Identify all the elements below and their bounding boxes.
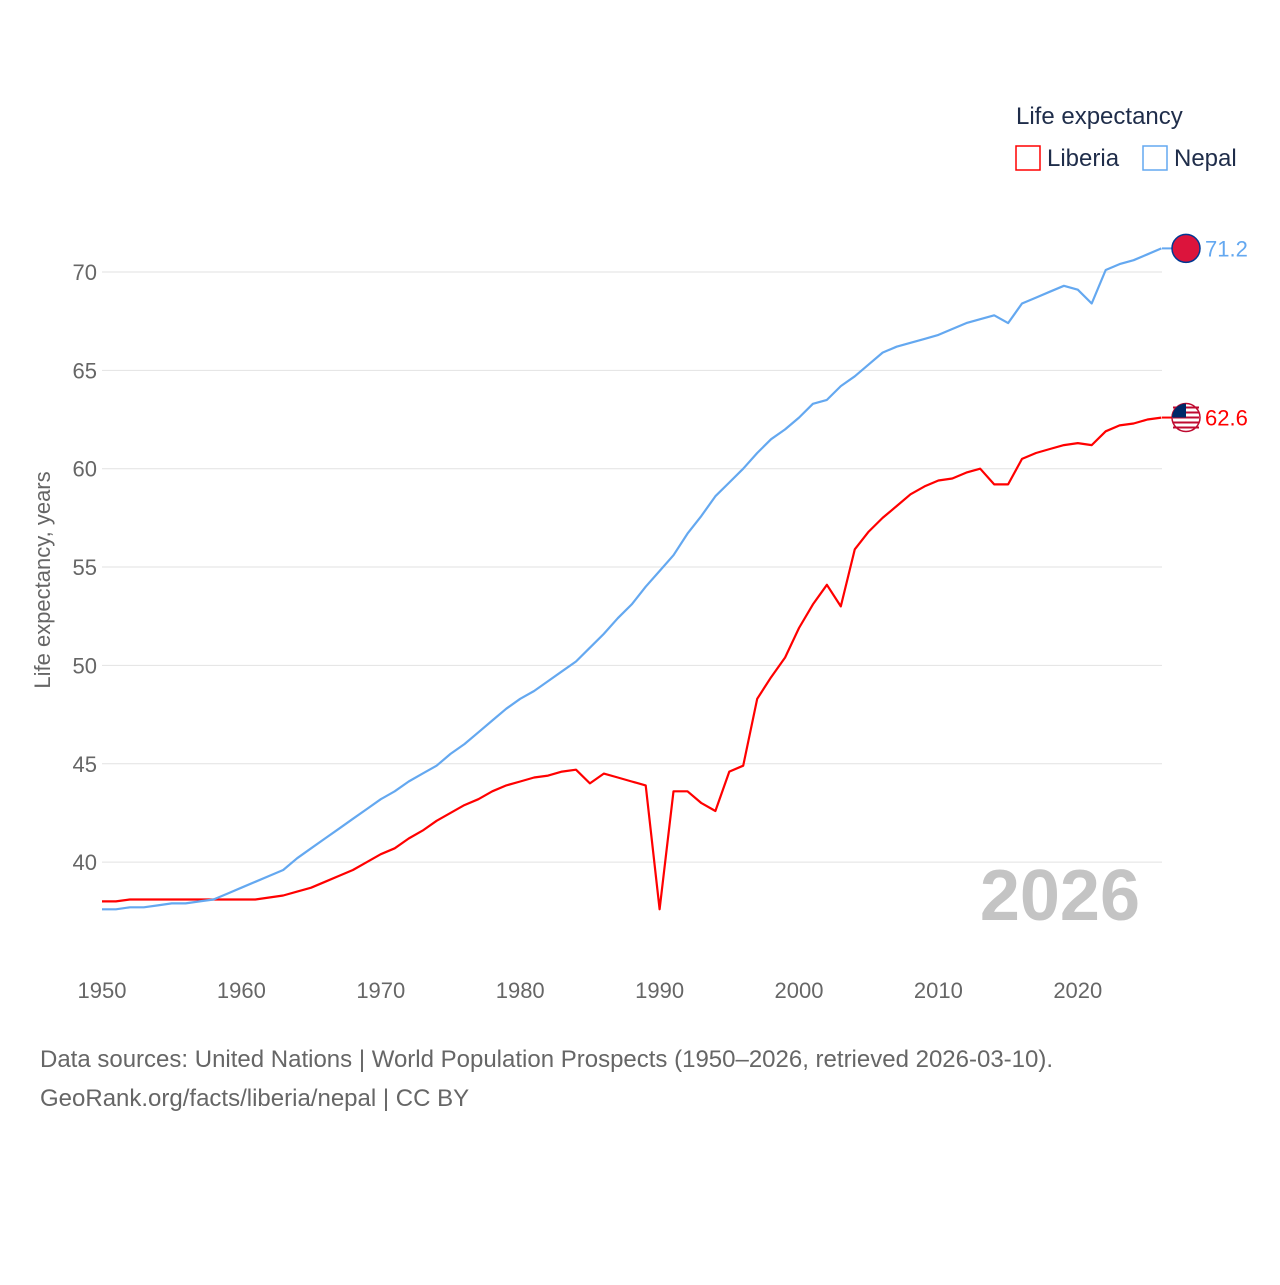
series-lines: [102, 247, 1162, 911]
data-sources: Data sources: United Nations | World Pop…: [40, 1046, 1054, 1073]
gridlines: [102, 271, 1162, 863]
x-tick-label: 1990: [635, 978, 684, 1003]
legend-swatch-nepal: [1142, 145, 1168, 171]
x-tick-label: 1950: [78, 978, 127, 1003]
end-labels: 62.6 71.2: [1162, 233, 1248, 433]
y-tick-label: 70: [73, 260, 97, 285]
end-label-liberia: 62.6: [1205, 406, 1248, 431]
x-tick-label: 1970: [356, 978, 405, 1003]
y-tick-label: 40: [73, 850, 97, 875]
nepal-flag-icon: [1171, 233, 1201, 264]
y-axis-label: Life expectancy, years: [30, 471, 55, 688]
legend: Liberia Nepal: [1015, 145, 1237, 172]
flag-canton: [1172, 403, 1186, 418]
series-line-nepal: [102, 247, 1162, 911]
y-tick-label: 55: [73, 555, 97, 580]
x-tick-label: 2020: [1053, 978, 1102, 1003]
y-tick-label: 60: [73, 457, 97, 482]
x-tick-label: 2000: [775, 978, 824, 1003]
x-tick-labels: 1950 1960 1970 1980 1990 2000 2010 2020: [78, 978, 1103, 1003]
y-tick-label: 65: [73, 358, 97, 383]
x-tick-label: 1960: [217, 978, 266, 1003]
legend-title: Life expectancy: [1016, 103, 1183, 130]
credit-link[interactable]: GeoRank.org/facts/liberia/nepal | CC BY: [40, 1085, 470, 1112]
year-watermark: 2026: [980, 856, 1140, 936]
y-tick-label: 50: [73, 653, 97, 678]
y-tick-label: 45: [73, 752, 97, 777]
series-line-liberia: [102, 416, 1162, 911]
y-tick-labels: 40 45 50 55 60 65 70: [73, 260, 97, 875]
legend-label-liberia[interactable]: Liberia: [1047, 145, 1120, 172]
legend-label-nepal[interactable]: Nepal: [1174, 145, 1237, 172]
x-tick-label: 1980: [496, 978, 545, 1003]
x-tick-label: 2010: [914, 978, 963, 1003]
end-label-nepal: 71.2: [1205, 236, 1248, 261]
legend-swatch-liberia: [1015, 145, 1041, 171]
